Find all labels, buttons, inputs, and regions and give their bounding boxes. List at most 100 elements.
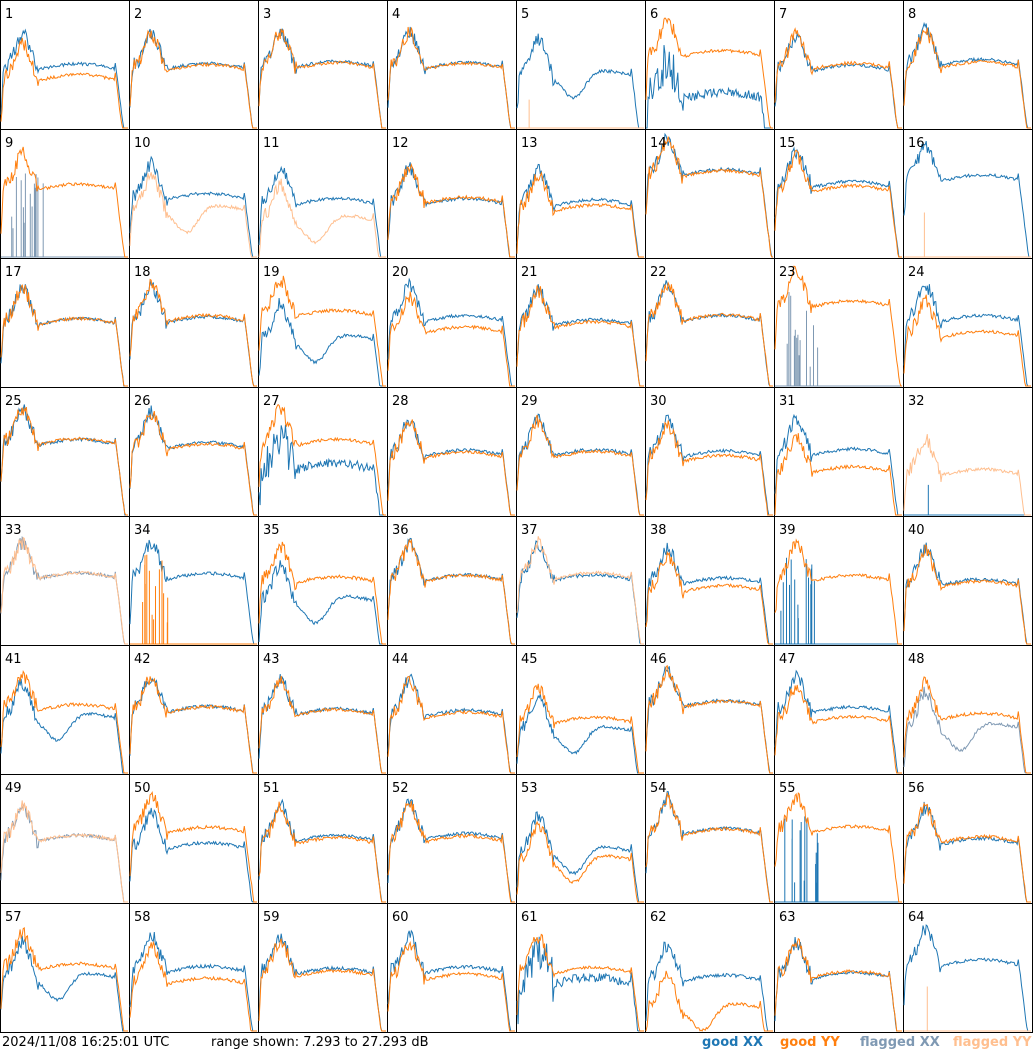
trace-yy-23 [774,265,902,387]
trace-xx-11 [258,165,386,258]
tile-label-6: 6 [650,7,658,22]
tile-frame [774,516,904,646]
tile-label-30: 30 [650,394,667,409]
tile-38: 38 [645,516,775,646]
tile-frame [516,0,646,130]
tile-36: 36 [387,516,517,646]
tile-label-3: 3 [263,7,271,22]
tile-40: 40 [903,516,1033,646]
trace-xx-15 [774,146,902,258]
tile-frame [645,903,775,1033]
tile-label-7: 7 [779,7,787,22]
trace-yy-34 [130,554,257,645]
tile-label-14: 14 [650,136,667,151]
trace-yy-18 [129,278,257,387]
tile-frame [774,903,904,1033]
trace-yy-40 [903,544,1031,645]
tile-frame [903,645,1033,775]
trace-xx-62 [645,941,773,1032]
tile-label-62: 62 [650,910,667,925]
tile-label-41: 41 [5,652,22,667]
trace-yy-56 [903,802,1031,903]
trace-xx-53 [516,811,644,903]
tile-label-4: 4 [392,7,400,22]
trace-yy-45 [516,683,644,774]
tile-47: 47 [774,645,904,775]
tile-9: 9 [0,129,130,259]
trace-yy-19 [258,275,386,387]
tile-53: 53 [516,774,646,904]
trace-xx-50 [129,807,257,903]
trace-yy-44 [387,675,515,774]
trace-xx-55 [775,816,902,903]
tile-27: 27 [258,387,388,517]
trace-yy-7 [774,27,902,129]
legend-entry-good-yy: good YY [780,1035,840,1050]
trace-yy-4 [387,26,515,129]
trace-yy-43 [258,675,386,774]
tile-63: 63 [774,903,904,1033]
tile-frame [129,516,259,646]
tile-frame [387,129,517,259]
tile-label-5: 5 [521,7,529,22]
tile-label-20: 20 [392,265,409,280]
tile-frame [645,0,775,130]
trace-yy-11 [258,178,386,258]
tile-61: 61 [516,903,646,1033]
tile-frame [903,903,1033,1033]
tile-label-29: 29 [521,394,538,409]
trace-xx-9 [1,173,128,258]
trace-xx-5 [516,33,644,129]
trace-yy-26 [129,410,257,516]
trace-xx-20 [387,277,515,387]
tile-label-57: 57 [5,910,22,925]
tile-label-64: 64 [908,910,925,925]
tile-frame [516,645,646,775]
tile-label-16: 16 [908,136,925,151]
trace-xx-48 [903,686,1031,774]
trace-yy-32 [903,434,1031,516]
tile-30: 30 [645,387,775,517]
tile-48: 48 [903,645,1033,775]
tile-43: 43 [258,645,388,775]
tile-label-15: 15 [779,136,796,151]
tile-label-48: 48 [908,652,925,667]
tile-28: 28 [387,387,517,517]
tile-label-32: 32 [908,394,925,409]
tile-52: 52 [387,774,517,904]
trace-yy-28 [387,419,515,516]
legend-prefix: flagged [953,1035,1009,1050]
trace-yy-60 [387,940,515,1032]
tile-10: 10 [129,129,259,259]
trace-yy-21 [516,285,644,387]
legend-pol: YY [821,1035,840,1050]
trace-yy-54 [645,792,773,903]
tile-1: 1 [0,0,130,130]
tile-label-22: 22 [650,265,667,280]
tile-label-35: 35 [263,523,280,538]
trace-yy-51 [258,801,386,903]
trace-xx-26 [129,405,257,516]
tile-label-17: 17 [5,265,22,280]
tile-8: 8 [903,0,1033,130]
trace-yy-1 [0,37,128,129]
tile-label-18: 18 [134,265,151,280]
tile-label-2: 2 [134,7,142,22]
trace-yy-49 [0,800,128,903]
tile-label-52: 52 [392,781,409,796]
tile-41: 41 [0,645,130,775]
trace-xx-45 [516,693,644,774]
tile-33: 33 [0,516,130,646]
tile-label-43: 43 [263,652,280,667]
tile-label-8: 8 [908,7,916,22]
trace-yy-35 [258,541,386,645]
tile-60: 60 [387,903,517,1033]
trace-xx-29 [516,413,644,516]
legend-pol: YY [1012,1035,1032,1050]
trace-yy-48 [903,676,1031,774]
tile-label-50: 50 [134,781,151,796]
tile-frame [774,645,904,775]
tile-5: 5 [516,0,646,130]
tile-label-13: 13 [521,136,538,151]
